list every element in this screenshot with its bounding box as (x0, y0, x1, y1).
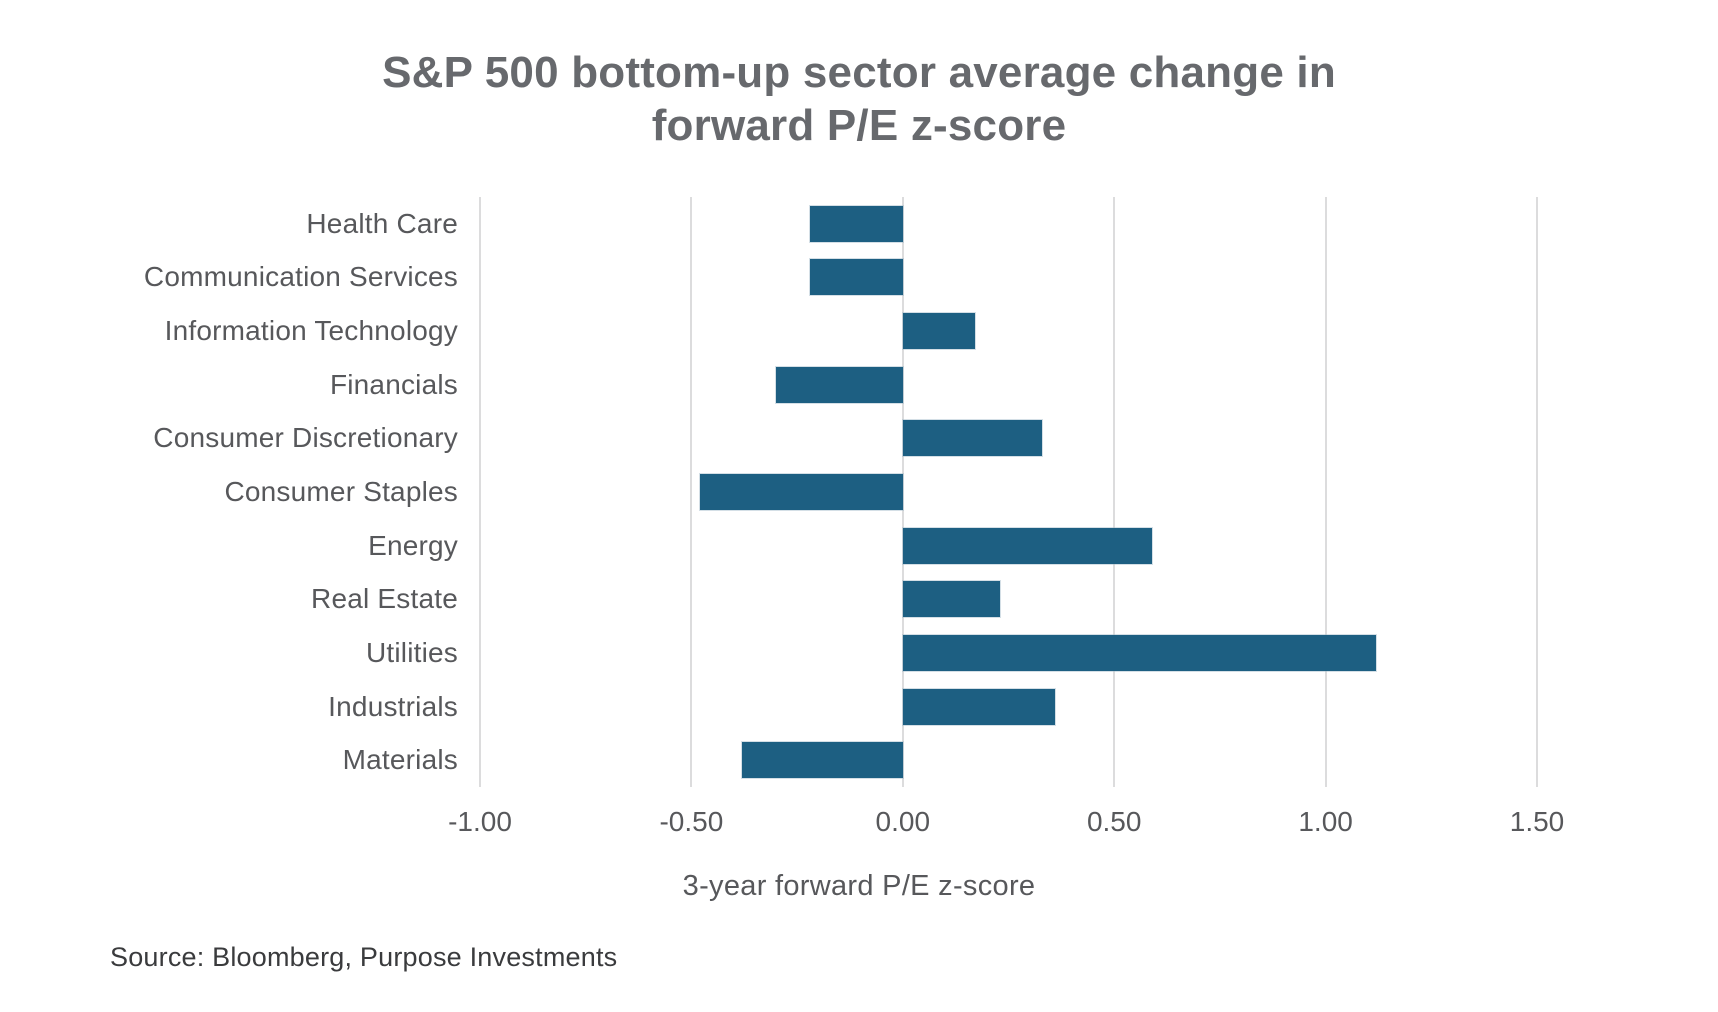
gridline (690, 197, 693, 787)
chart-title-line-2: forward P/E z-score (651, 101, 1067, 150)
chart-title: S&P 500 bottom-up sector average change … (0, 46, 1718, 152)
category-label: Communication Services (143, 261, 458, 293)
gridline (1536, 197, 1538, 787)
category-label: Industrials (328, 690, 458, 722)
x-axis-ticks: -1.00 -0.50 0.00 0.50 1.00 1.50 (448, 804, 1564, 840)
gridline (479, 197, 481, 787)
x-tick-label: 0.00 (875, 806, 931, 837)
x-tick-label: 1.00 (1298, 806, 1353, 837)
source-note: Source: Bloomberg, Purpose Investments (110, 942, 618, 972)
bar-financials (775, 366, 903, 403)
category-label: Financials (329, 368, 458, 400)
bar-health-care (809, 205, 903, 242)
category-label: Consumer Discretionary (153, 422, 458, 454)
gridline (1324, 197, 1327, 787)
x-axis-title: 3-year forward P/E z-score (682, 870, 1036, 902)
bar-consumer-staples (699, 474, 903, 510)
bar-communication-services (809, 259, 903, 296)
category-label: Real Estate (311, 583, 458, 615)
x-tick-label: -0.50 (659, 806, 724, 837)
category-label: Materials (342, 744, 458, 776)
category-label: Consumer Staples (224, 475, 458, 507)
category-label: Health Care (306, 207, 458, 239)
gridline (1113, 197, 1116, 787)
bar-energy (902, 527, 1153, 564)
x-tick-label: 1.50 (1509, 806, 1565, 837)
x-tick-label: -1.00 (448, 806, 512, 837)
category-label: Utilities (365, 636, 458, 668)
bar-materials (742, 742, 903, 779)
category-axis: Health Care Communication Services Informa… (0, 197, 458, 787)
bar-consumer-discretionary (902, 420, 1043, 457)
bar-real-estate (902, 581, 1001, 618)
gridline (901, 197, 904, 787)
category-label: Information Technology (164, 315, 458, 347)
bar-information-technology (902, 313, 975, 350)
bar-industrials (902, 688, 1055, 725)
plot-area (479, 197, 1538, 787)
category-label: Energy (368, 529, 458, 561)
bar-utilities (902, 634, 1377, 671)
x-tick-label: 0.50 (1086, 806, 1142, 837)
chart-title-line-1: S&P 500 bottom-up sector average change … (382, 48, 1336, 97)
